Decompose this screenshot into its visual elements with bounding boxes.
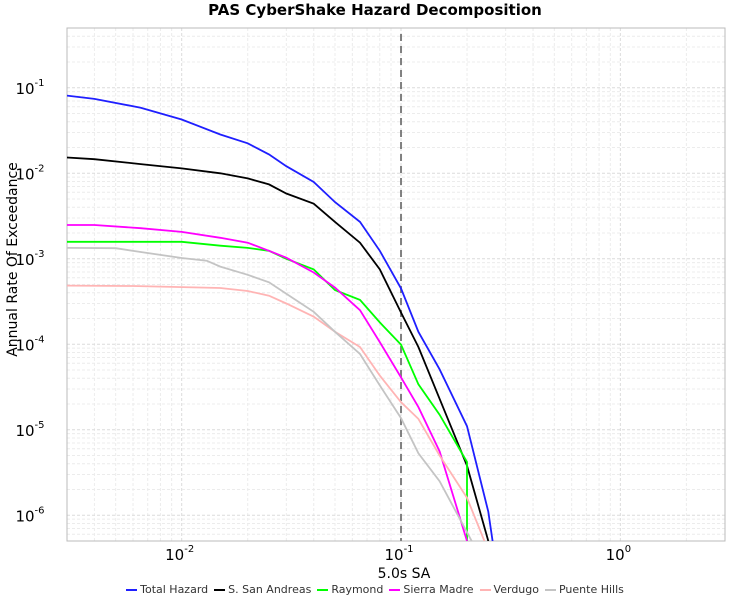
series-line-puente-hills (67, 247, 473, 541)
x-tick-label: 100 (606, 544, 631, 564)
legend-item: Puente Hills (544, 583, 624, 596)
legend: Total Hazard S. San Andreas Raymond Sierra … (0, 583, 750, 596)
y-tick-label: 10-4 (15, 334, 44, 354)
legend-item: Verdugo (479, 583, 539, 596)
legend-label: S. San Andreas (228, 583, 312, 596)
series-line-raymond (67, 240, 468, 541)
legend-item: Sierra Madre (389, 583, 474, 596)
legend-label: Verdugo (493, 583, 539, 596)
legend-item: Total Hazard (126, 583, 208, 596)
chart-title: PAS CyberShake Hazard Decomposition (208, 1, 542, 19)
plot-frame (66, 27, 726, 542)
y-tick-label: 10-1 (15, 78, 44, 98)
legend-label: Total Hazard (140, 583, 209, 596)
y-axis-label: Annual Rate Of Exceedance (5, 162, 21, 357)
series-line-sierra-madre (67, 224, 468, 541)
legend-swatch (214, 588, 226, 591)
legend-label: Raymond (331, 583, 384, 596)
legend-item: Raymond (317, 583, 383, 596)
legend-swatch (544, 588, 556, 591)
y-tick-label: 10-2 (15, 163, 44, 183)
series-line-total-hazard (67, 94, 494, 541)
legend-swatch (126, 588, 138, 591)
legend-label: Sierra Madre (403, 583, 474, 596)
y-tick-label: 10-5 (15, 420, 44, 440)
legend-label: Puente Hills (558, 583, 624, 596)
series-line-verdugo (67, 284, 486, 541)
legend-swatch (389, 588, 401, 591)
series-line-s-san-andreas (67, 156, 490, 541)
y-tick-label: 10-3 (15, 249, 44, 269)
y-tick-label: 10-6 (15, 505, 44, 525)
legend-swatch (317, 588, 329, 591)
x-tick-label: 10-2 (165, 544, 194, 564)
x-axis-label: 5.0s SA (378, 566, 431, 582)
legend-item: S. San Andreas (214, 583, 311, 596)
x-tick-label: 10-1 (384, 544, 413, 564)
legend-swatch (479, 588, 491, 591)
